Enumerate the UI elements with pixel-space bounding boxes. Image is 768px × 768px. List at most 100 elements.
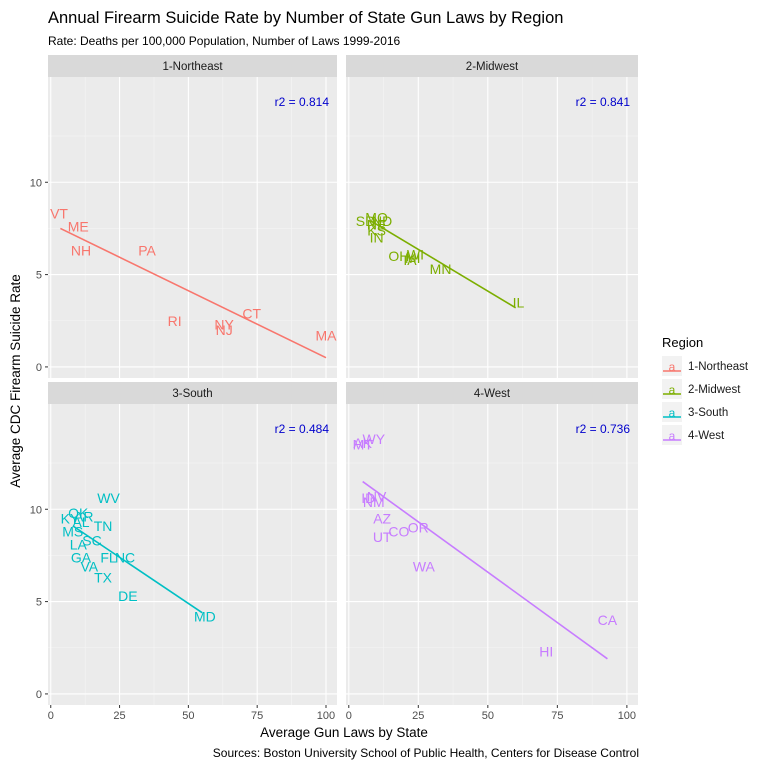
point-label-nm: NM (363, 494, 385, 510)
point-label-sd: SD (356, 213, 375, 229)
y-tick-label: 0 (36, 689, 42, 701)
point-label-al: AL (72, 514, 89, 530)
point-label-md: MD (194, 608, 216, 624)
point-label-mi: MI (405, 250, 421, 266)
regression-line (72, 525, 203, 614)
chart-title: Annual Firearm Suicide Rate by Number of… (48, 9, 563, 27)
point-label-co: CO (388, 523, 409, 539)
point-label-nd: ND (372, 213, 392, 229)
legend-item-2-midwest: a 2-Midwest (662, 379, 741, 399)
x-tick-label: 25 (412, 710, 424, 722)
point-label-ky: KY (61, 510, 80, 526)
facet-strip (346, 55, 638, 77)
y-tick-label: 10 (30, 504, 42, 516)
legend-label: 1-Northeast (688, 361, 749, 373)
point-label-mo: MO (365, 209, 388, 225)
legend-key-glyph: a (669, 406, 676, 420)
point-label-ms: MS (62, 523, 83, 539)
legend-item-4-west: a 4-West (662, 425, 725, 445)
point-label-ga: GA (71, 549, 92, 565)
point-label-mt: MT (353, 437, 374, 453)
panel-background (48, 404, 337, 705)
r2-annotation: r2 = 0.814 (275, 95, 330, 109)
x-tick-label: 100 (317, 710, 335, 722)
point-label-me: ME (68, 219, 89, 235)
chart-subtitle: Rate: Deaths per 100,000 Population, Num… (48, 34, 401, 48)
r2-annotation: r2 = 0.736 (576, 422, 631, 436)
panel-background (346, 404, 638, 705)
x-tick-label: 0 (346, 710, 352, 722)
regression-line (370, 220, 517, 309)
point-label-nv: NV (367, 488, 387, 504)
facet-strip (48, 55, 337, 77)
point-label-wi: WI (407, 246, 424, 262)
x-tick-label: 50 (182, 710, 194, 722)
x-tick-label: 0 (48, 710, 54, 722)
point-label-ma: MA (315, 328, 337, 344)
regression-line (362, 480, 608, 660)
facet-strip (346, 382, 638, 404)
x-tick-label: 100 (618, 710, 636, 722)
legend-key-glyph: a (669, 429, 676, 443)
regression-line (60, 227, 327, 359)
legend-key-glyph: a (669, 360, 676, 374)
point-label-nc: NC (115, 549, 135, 565)
x-tick-label: 25 (113, 710, 125, 722)
legend-item-3-south: a 3-South (662, 402, 728, 422)
point-label-nh: NH (71, 243, 91, 259)
r2-annotation: r2 = 0.484 (275, 422, 330, 436)
point-label-la: LA (70, 536, 88, 552)
point-label-fl: FL (100, 549, 117, 565)
point-label-vt: VT (50, 206, 68, 222)
facet-strip-label: 2-Midwest (466, 61, 519, 73)
point-label-hi: HI (539, 643, 553, 659)
point-label-ia: IA (403, 252, 417, 268)
point-label-wv: WV (97, 490, 120, 506)
point-label-ok: OK (68, 505, 89, 521)
legend-label: 4-West (688, 430, 725, 442)
point-label-ks: KS (367, 222, 386, 238)
point-label-ne: NE (367, 217, 386, 233)
x-tick-label: 75 (551, 710, 563, 722)
legend: Region a 1-Northeast a 2-Midwest a 3-South a 4-… (662, 335, 749, 445)
x-tick-label: 75 (251, 710, 263, 722)
facet-strip-label: 1-Northeast (162, 61, 223, 73)
facet-strip-label: 3-South (172, 388, 212, 400)
legend-title: Region (662, 335, 703, 350)
point-label-ut: UT (373, 529, 392, 545)
point-label-or: OR (408, 520, 429, 536)
point-label-de: DE (118, 588, 137, 604)
point-label-oh: OH (388, 248, 409, 264)
point-label-tn: TN (94, 518, 113, 534)
point-label-in: IN (370, 230, 384, 246)
legend-item-1-northeast: a 1-Northeast (662, 356, 749, 376)
y-axis-label: Average CDC Firearm Suicide Rate (8, 274, 23, 488)
point-label-ri: RI (168, 313, 182, 329)
r2-annotation: r2 = 0.841 (576, 95, 631, 109)
y-tick-label: 10 (30, 177, 42, 189)
point-label-va: VA (80, 559, 98, 575)
caption: Sources: Boston University School of Pub… (213, 746, 639, 760)
y-tick-label: 5 (36, 270, 42, 282)
point-label-ca: CA (598, 612, 618, 628)
point-label-nj: NJ (216, 322, 233, 338)
point-label-id: ID (361, 490, 375, 506)
point-label-il: IL (513, 294, 525, 310)
point-label-tx: TX (94, 570, 113, 586)
panel-background (346, 77, 638, 378)
panel-background (48, 77, 337, 378)
x-tick-label: 50 (482, 710, 494, 722)
point-label-ct: CT (242, 305, 261, 321)
legend-label: 2-Midwest (688, 384, 741, 396)
y-tick-label: 5 (36, 597, 42, 609)
point-label-az: AZ (373, 510, 391, 526)
x-axis-label: Average Gun Laws by State (260, 725, 428, 740)
point-label-mn: MN (430, 261, 452, 277)
y-tick-label: 0 (36, 362, 42, 374)
